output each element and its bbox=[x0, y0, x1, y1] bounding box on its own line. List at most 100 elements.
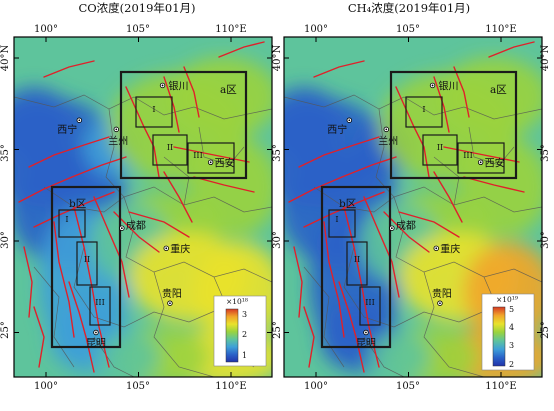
colorbar-tick: 2 bbox=[242, 330, 247, 339]
subregion-label: III bbox=[463, 151, 472, 160]
fault-line bbox=[395, 86, 430, 178]
subregion-label: III bbox=[95, 298, 104, 307]
region-label: b区 bbox=[339, 198, 356, 210]
city-label: 贵阳 bbox=[432, 287, 452, 300]
city-label: 重庆 bbox=[170, 242, 190, 255]
fault-lines bbox=[288, 41, 535, 373]
region-box bbox=[135, 96, 173, 128]
city-label: 成都 bbox=[126, 220, 146, 232]
fault-line bbox=[193, 176, 255, 193]
lat-tick-label: 25° bbox=[540, 321, 551, 339]
subregion-label: I bbox=[335, 215, 338, 224]
fault-line bbox=[313, 60, 365, 78]
region-label: a区 bbox=[490, 84, 507, 96]
region-box bbox=[58, 209, 86, 238]
lon-tick-labels: 100° 105° 110°E 100° 105° 110°E bbox=[34, 24, 247, 392]
fault-line bbox=[93, 196, 130, 298]
city-label: 西宁 bbox=[57, 123, 77, 136]
colorbar-tick: 3 bbox=[242, 310, 247, 319]
fault-line bbox=[163, 76, 180, 133]
fault-line bbox=[453, 66, 470, 118]
fault-line bbox=[338, 281, 365, 373]
subregion-label: II bbox=[84, 255, 90, 264]
colorbar-background bbox=[481, 293, 535, 371]
fault-line bbox=[288, 156, 397, 203]
city-label: 银川 bbox=[439, 79, 459, 92]
lon-tick-label: 105° bbox=[396, 24, 420, 35]
lat-tick-label: 25° bbox=[272, 321, 283, 339]
fault-line bbox=[303, 306, 315, 368]
city-label: 兰州 bbox=[108, 134, 128, 147]
fault-line bbox=[128, 211, 190, 238]
colorbar-tick: 3 bbox=[509, 341, 514, 350]
colorbar-tick: 4 bbox=[509, 323, 514, 332]
colorbar: ×10¹⁸ 3 2 1 bbox=[213, 295, 267, 367]
fault-line bbox=[488, 41, 535, 58]
region-label: b区 bbox=[69, 198, 86, 210]
fault-line bbox=[28, 136, 110, 168]
city-label: 西安 bbox=[485, 156, 505, 169]
lat-tick-label: 40°N bbox=[272, 45, 283, 72]
region-box bbox=[405, 96, 443, 128]
lat-tick-label: 35° bbox=[0, 144, 11, 162]
fault-line bbox=[43, 60, 95, 78]
city-label: 昆明 bbox=[356, 338, 376, 350]
city-label: 昆明 bbox=[86, 338, 106, 350]
fault-line bbox=[383, 211, 430, 253]
lon-tick-label: 100° bbox=[304, 381, 328, 392]
region-box bbox=[76, 241, 98, 286]
panel-ch4: CH₄浓度(2019年01月) a区b区IIIIIIIIIIII银川西宁兰州西安… bbox=[283, 1, 551, 392]
region-label: a区 bbox=[220, 84, 237, 96]
colorbar-gradient bbox=[225, 308, 239, 363]
lon-tick-label: 105° bbox=[126, 24, 150, 35]
lat-tick-label: 40°N bbox=[0, 45, 11, 72]
colorbar-exponent: ×10¹⁹ bbox=[496, 295, 518, 304]
colorbar-background bbox=[213, 295, 267, 367]
region-box bbox=[89, 286, 111, 326]
region-box bbox=[359, 286, 381, 326]
colorbar-tick: 1 bbox=[242, 351, 247, 360]
fault-line bbox=[298, 136, 380, 168]
lat-tick-label: 25° bbox=[0, 321, 11, 339]
panel-title: CO浓度(2019年01月) bbox=[78, 1, 195, 15]
colorbar-tick: 2 bbox=[509, 360, 514, 369]
lon-tick-label: 105° bbox=[396, 381, 420, 392]
colorbar: ×10¹⁹ 5 4 3 2 bbox=[481, 293, 535, 371]
map-frame bbox=[13, 36, 273, 378]
subregion-label: II bbox=[167, 143, 173, 152]
city-label: 重庆 bbox=[440, 242, 460, 255]
lon-tick-label: 105° bbox=[126, 381, 150, 392]
region-box bbox=[119, 70, 248, 180]
fault-line bbox=[183, 66, 200, 118]
fault-line bbox=[398, 211, 460, 238]
subregion-label: III bbox=[365, 298, 374, 307]
frame-ticks bbox=[284, 37, 542, 377]
lat-tick-labels: 40°N 35° 30° 25° 40°N 35° 30° 25° bbox=[0, 45, 283, 339]
lon-tick-label: 110°E bbox=[215, 381, 246, 392]
lat-tick-label: 30° bbox=[272, 231, 283, 249]
fault-line bbox=[113, 211, 160, 253]
fault-line bbox=[323, 221, 345, 338]
region-box bbox=[346, 241, 368, 286]
subregion-label: III bbox=[193, 151, 202, 160]
colorbar-tick: 5 bbox=[509, 305, 514, 314]
lat-tick-label: 40°N bbox=[540, 45, 551, 72]
fault-line bbox=[18, 156, 127, 203]
region-box bbox=[152, 134, 188, 166]
fault-line bbox=[68, 281, 95, 373]
region-box bbox=[389, 70, 518, 180]
fault-line bbox=[125, 86, 160, 178]
lon-tick-labels: 100° 105° 110°E 100° 105° 110°E bbox=[304, 24, 517, 392]
region-box bbox=[50, 185, 122, 349]
region-box bbox=[422, 134, 458, 166]
fault-line bbox=[23, 246, 33, 318]
subregion-label: I bbox=[65, 215, 68, 224]
fault-line bbox=[433, 76, 450, 133]
region-box bbox=[187, 142, 235, 174]
city-label: 成都 bbox=[396, 220, 416, 232]
panel-title: CH₄浓度(2019年01月) bbox=[348, 1, 470, 15]
lon-tick-label: 100° bbox=[304, 24, 328, 35]
panel-co: CO浓度(2019年01月) a区b区IIIIIIIIIIII银川西宁兰州西安成… bbox=[0, 1, 283, 392]
